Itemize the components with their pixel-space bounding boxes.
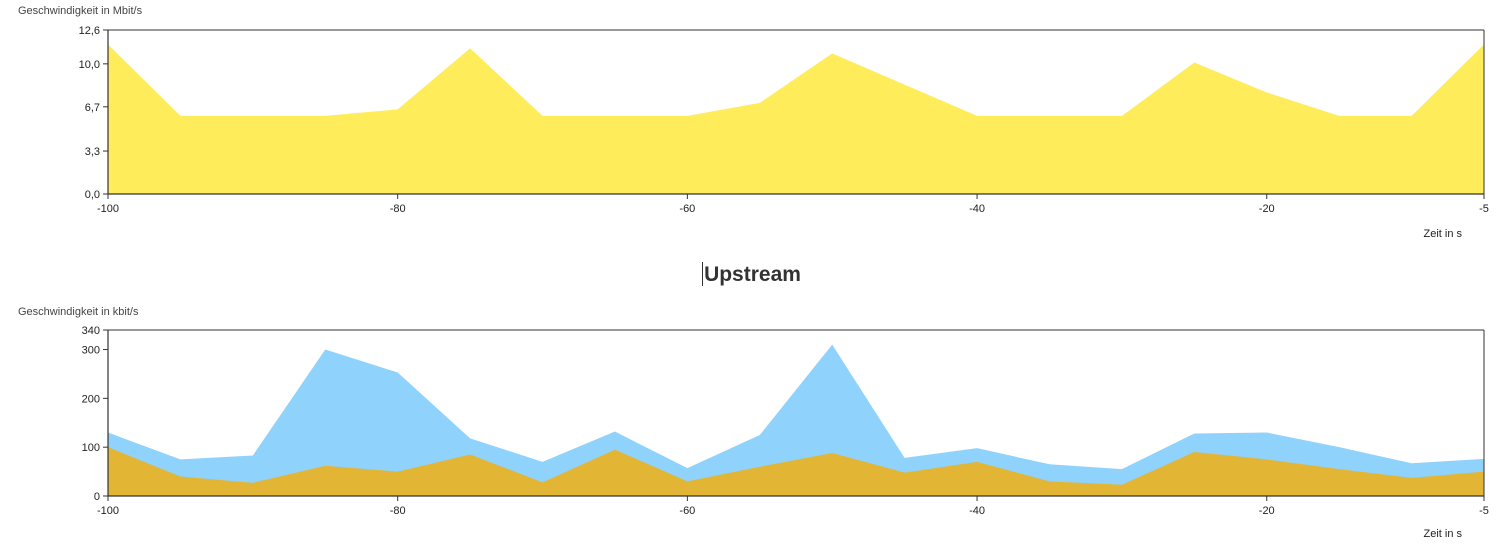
downstream-x-tick-label: -80 [390, 203, 406, 215]
upstream-y-tick-label: 100 [82, 442, 100, 454]
downstream-chart: 0,0 3,3 6,7 10,0 12,6 -100 -80 -60 -40 -20 -5 Zeit … [0, 0, 1503, 250]
upstream-x-tick-label: -60 [679, 505, 695, 517]
downstream-x-tick-label: -100 [97, 203, 119, 215]
upstream-section-title: Upstream [0, 262, 1503, 287]
text-cursor [702, 262, 703, 286]
upstream-y-tick-label: 300 [82, 345, 100, 357]
upstream-x-tick-label: -5 [1479, 505, 1489, 517]
downstream-y-tick-label: 0,0 [85, 189, 100, 201]
downstream-series-0-area [108, 44, 1484, 194]
upstream-x-tick-label: -20 [1259, 505, 1275, 517]
upstream-x-tick-label: -100 [97, 505, 119, 517]
downstream-y-tick-label: 12,6 [79, 25, 100, 37]
upstream-x-tick-label: -80 [390, 505, 406, 517]
downstream-x-tick-label: -40 [969, 203, 985, 215]
downstream-y-tick-label: 6,7 [85, 102, 100, 114]
downstream-x-tick-label: -60 [679, 203, 695, 215]
downstream-x-tick-label: -20 [1259, 203, 1275, 215]
upstream-y-tick-label: 0 [94, 491, 100, 503]
upstream-y-tick-label: 200 [82, 393, 100, 405]
upstream-x-axis-title: Zeit in s [1423, 528, 1462, 540]
upstream-title-text: Upstream [704, 263, 801, 286]
downstream-x-tick-label: -5 [1479, 203, 1489, 215]
downstream-y-tick-label: 10,0 [79, 59, 100, 71]
downstream-x-axis-title: Zeit in s [1423, 228, 1462, 240]
upstream-x-tick-label: -40 [969, 505, 985, 517]
upstream-y-tick-label: 340 [82, 325, 100, 337]
upstream-chart: 0 100 200 300 340 -100 -80 -60 -40 -20 -5 Zeit in s [0, 300, 1503, 550]
downstream-y-tick-label: 3,3 [85, 146, 100, 158]
